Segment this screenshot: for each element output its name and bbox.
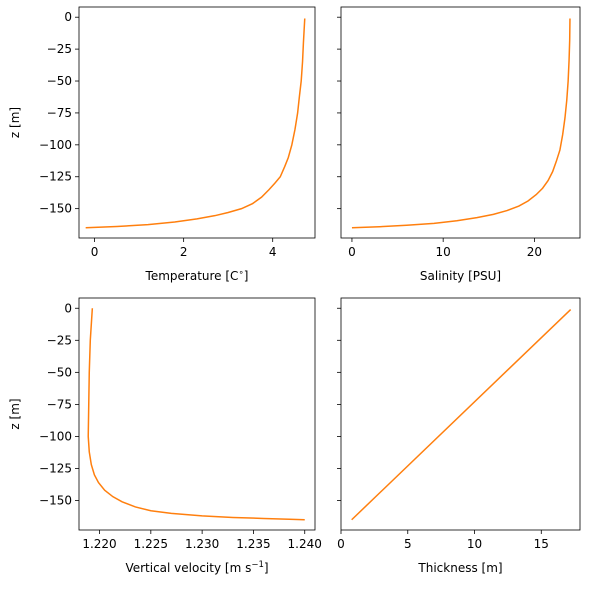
axes-frame (79, 7, 315, 238)
y-tick-label: −50 (47, 365, 72, 379)
y-tick-label: −150 (39, 202, 72, 216)
y-tick-label: −50 (47, 74, 72, 88)
y-tick-label: −25 (47, 42, 72, 56)
x-tick-label: 0 (91, 245, 99, 259)
x-tick-label: 2 (180, 245, 188, 259)
x-axis-label: Temperature [C∘] (145, 268, 249, 283)
x-tick-label: 10 (467, 537, 482, 551)
y-axis-label: z [m] (8, 107, 22, 138)
x-tick-label: 1.235 (236, 537, 270, 551)
chart-panel-1: 0 2 4 0 −25 −50 −75 −100 −125 −150 Temperature [C∘… (8, 7, 315, 283)
x-tick-label: 20 (527, 245, 542, 259)
x-axis-label: Salinity [PSU] (420, 269, 501, 283)
x-tick-label: 1.230 (185, 537, 219, 551)
y-tick-label: −125 (39, 170, 72, 184)
y-tick-label: −75 (47, 397, 72, 411)
series-line-2-1 (352, 18, 570, 227)
series-line-4-1 (352, 310, 571, 520)
y-tick-label: −125 (39, 461, 72, 475)
x-axis-label: Vertical velocity [m s−1] (125, 560, 268, 575)
x-tick-label: 0 (348, 245, 356, 259)
chart-panel-2: 0 10 20 Salinity [PSU] (337, 7, 580, 283)
x-tick-label: 10 (436, 245, 451, 259)
y-tick-label: 0 (64, 10, 72, 24)
chart-panel-4: 0 5 10 15 Thickness [m] (337, 298, 580, 575)
y-tick-label: 0 (64, 301, 72, 315)
x-tick-label: 5 (404, 537, 412, 551)
x-tick-label: 4 (269, 245, 277, 259)
series-line-3-1 (88, 308, 305, 520)
series-line-1-1 (86, 18, 305, 227)
y-tick-label: −75 (47, 106, 72, 120)
x-tick-label: 1.240 (288, 537, 322, 551)
y-tick-label: −25 (47, 333, 72, 347)
x-tick-label: 1.225 (134, 537, 168, 551)
x-tick-label: 15 (534, 537, 549, 551)
chart-panel-3: 1.220 1.225 1.230 1.235 1.240 0 −25 −50 −75 −100 −… (8, 298, 322, 575)
y-tick-label: −100 (39, 138, 72, 152)
y-axis-label: z [m] (8, 398, 22, 429)
y-tick-label: −100 (39, 429, 72, 443)
axes-frame (341, 7, 580, 238)
x-tick-label: 0 (337, 537, 345, 551)
x-axis-label: Thickness [m] (417, 561, 502, 575)
y-tick-label: −150 (39, 494, 72, 508)
x-tick-label: 1.220 (82, 537, 116, 551)
axes-frame (79, 298, 315, 530)
